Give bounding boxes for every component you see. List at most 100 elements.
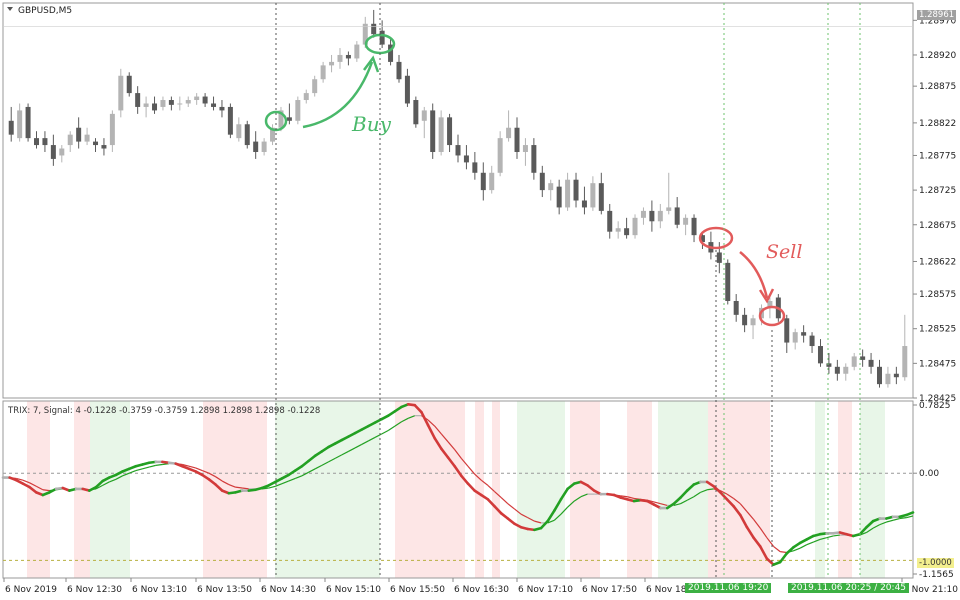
candle[interactable] xyxy=(211,96,217,111)
candle[interactable] xyxy=(278,106,284,132)
candle[interactable] xyxy=(843,363,849,381)
candle[interactable] xyxy=(413,96,419,128)
candle[interactable] xyxy=(34,131,40,149)
candle[interactable] xyxy=(708,231,714,260)
candle[interactable] xyxy=(447,113,453,152)
candle[interactable] xyxy=(244,120,250,149)
candle[interactable] xyxy=(227,103,233,139)
candle[interactable] xyxy=(312,75,318,97)
candle[interactable] xyxy=(607,203,613,239)
candle[interactable] xyxy=(649,200,655,232)
candle[interactable] xyxy=(438,110,444,156)
candle[interactable] xyxy=(303,89,309,104)
main-chart-area[interactable]: Buy Sell xyxy=(2,2,914,399)
candle[interactable] xyxy=(17,103,23,142)
candle[interactable] xyxy=(615,221,621,239)
candle[interactable] xyxy=(809,332,815,353)
candle[interactable] xyxy=(84,127,90,146)
candle[interactable] xyxy=(750,314,756,340)
candle[interactable] xyxy=(152,96,158,114)
candle[interactable] xyxy=(286,103,292,125)
candle[interactable] xyxy=(565,172,571,211)
candle[interactable] xyxy=(691,214,697,243)
candle[interactable] xyxy=(590,176,596,211)
candle[interactable] xyxy=(742,307,748,333)
candle[interactable] xyxy=(556,179,562,215)
candle[interactable] xyxy=(801,325,807,343)
candle[interactable] xyxy=(851,352,857,371)
candle[interactable] xyxy=(430,103,436,159)
candle[interactable] xyxy=(59,145,65,163)
candle[interactable] xyxy=(261,138,267,156)
dropdown-arrow-icon[interactable] xyxy=(7,7,13,11)
candle[interactable] xyxy=(25,103,31,142)
candle[interactable] xyxy=(67,131,73,152)
candle[interactable] xyxy=(295,96,301,125)
candle[interactable] xyxy=(8,106,14,142)
candle[interactable] xyxy=(876,359,882,388)
candle[interactable] xyxy=(733,294,739,322)
candle[interactable] xyxy=(539,165,545,198)
candle[interactable] xyxy=(784,314,790,353)
candle[interactable] xyxy=(472,151,478,180)
candle[interactable] xyxy=(160,96,166,111)
candle[interactable] xyxy=(168,96,174,111)
candle[interactable] xyxy=(345,51,351,66)
candle[interactable] xyxy=(270,124,276,146)
candle[interactable] xyxy=(388,37,394,66)
candle[interactable] xyxy=(396,54,402,83)
candle[interactable] xyxy=(50,134,56,166)
candle[interactable] xyxy=(817,339,823,367)
candle[interactable] xyxy=(236,117,242,142)
candle[interactable] xyxy=(497,131,503,177)
candle[interactable] xyxy=(902,314,908,381)
candle[interactable] xyxy=(109,110,115,152)
candle[interactable] xyxy=(177,96,183,111)
candle[interactable] xyxy=(219,100,225,118)
indicator-window[interactable] xyxy=(1,400,915,579)
candle[interactable] xyxy=(657,203,663,229)
candle[interactable] xyxy=(632,214,638,239)
candle[interactable] xyxy=(683,214,689,236)
candle[interactable] xyxy=(421,106,427,139)
candle[interactable] xyxy=(202,93,208,107)
candle[interactable] xyxy=(480,162,486,201)
candle[interactable] xyxy=(135,86,141,114)
candle[interactable] xyxy=(76,117,82,149)
candle[interactable] xyxy=(573,172,579,208)
candle[interactable] xyxy=(337,48,343,69)
candle[interactable] xyxy=(320,61,326,83)
candle[interactable] xyxy=(194,93,200,105)
candle[interactable] xyxy=(253,131,259,159)
candle[interactable] xyxy=(868,352,874,374)
candle[interactable] xyxy=(674,197,680,229)
candle[interactable] xyxy=(455,134,461,163)
candle[interactable] xyxy=(624,217,630,239)
candle[interactable] xyxy=(893,366,899,385)
candle[interactable] xyxy=(101,138,107,156)
candle[interactable] xyxy=(463,145,469,170)
candle[interactable] xyxy=(118,68,124,118)
candle[interactable] xyxy=(531,138,537,180)
candle[interactable] xyxy=(93,138,99,152)
candle[interactable] xyxy=(143,96,149,118)
candle[interactable] xyxy=(548,179,554,201)
candle[interactable] xyxy=(860,349,866,367)
candle[interactable] xyxy=(581,186,587,215)
candle[interactable] xyxy=(666,172,672,215)
candle[interactable] xyxy=(126,72,132,97)
candle[interactable] xyxy=(598,172,604,215)
candle[interactable] xyxy=(185,96,191,107)
candle[interactable] xyxy=(640,207,646,225)
candle[interactable] xyxy=(834,359,840,381)
candle[interactable] xyxy=(371,9,377,38)
candle[interactable] xyxy=(404,68,410,107)
candle[interactable] xyxy=(522,138,528,166)
candle[interactable] xyxy=(354,41,360,62)
candle[interactable] xyxy=(42,131,48,152)
candle[interactable] xyxy=(699,231,705,250)
candle[interactable] xyxy=(885,366,891,388)
candle[interactable] xyxy=(792,328,798,350)
candle[interactable] xyxy=(329,54,335,73)
candle[interactable] xyxy=(514,117,520,159)
